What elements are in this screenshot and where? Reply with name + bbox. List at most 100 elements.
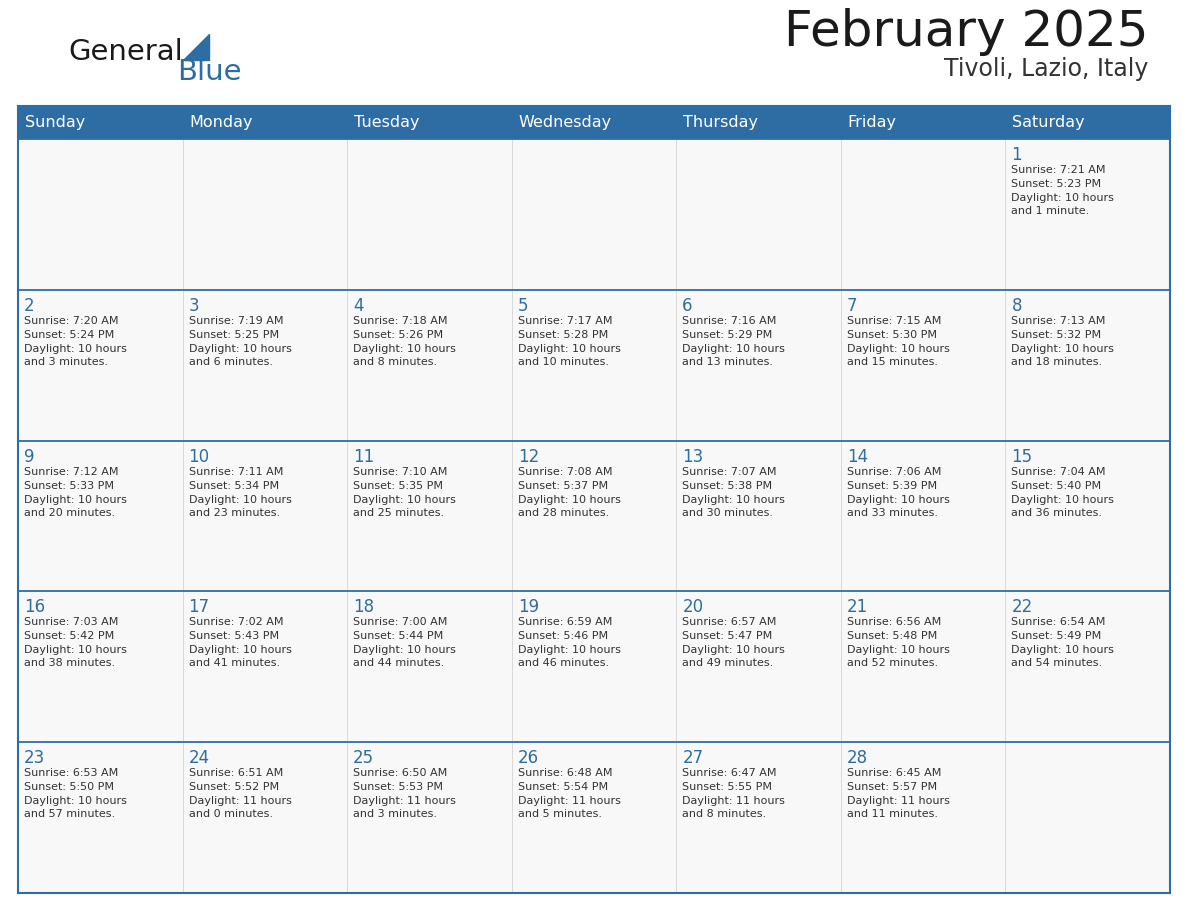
Text: Wednesday: Wednesday <box>519 115 612 130</box>
Text: Sunrise: 7:07 AM: Sunrise: 7:07 AM <box>682 466 777 476</box>
Text: Sunrise: 6:48 AM: Sunrise: 6:48 AM <box>518 768 612 778</box>
Text: and 38 minutes.: and 38 minutes. <box>24 658 115 668</box>
Text: 14: 14 <box>847 448 868 465</box>
Text: 3: 3 <box>189 297 200 315</box>
Text: Sunset: 5:33 PM: Sunset: 5:33 PM <box>24 481 114 490</box>
Bar <box>1005 591 1170 742</box>
Text: 10: 10 <box>189 448 210 465</box>
Text: Sunset: 5:53 PM: Sunset: 5:53 PM <box>353 782 443 792</box>
Text: Sunset: 5:38 PM: Sunset: 5:38 PM <box>682 481 772 490</box>
Text: Sunset: 5:40 PM: Sunset: 5:40 PM <box>1011 481 1101 490</box>
Text: and 20 minutes.: and 20 minutes. <box>24 508 115 518</box>
Polygon shape <box>183 34 209 60</box>
Text: and 30 minutes.: and 30 minutes. <box>682 508 773 518</box>
Bar <box>841 290 1005 441</box>
Text: Daylight: 10 hours: Daylight: 10 hours <box>1011 645 1114 655</box>
Text: Sunset: 5:47 PM: Sunset: 5:47 PM <box>682 632 772 642</box>
Bar <box>183 139 347 290</box>
Text: Sunset: 5:25 PM: Sunset: 5:25 PM <box>189 330 279 340</box>
Bar <box>512 290 676 441</box>
Text: 9: 9 <box>24 448 34 465</box>
Text: and 44 minutes.: and 44 minutes. <box>353 658 444 668</box>
Text: 23: 23 <box>24 749 45 767</box>
Bar <box>1005 290 1170 441</box>
Bar <box>18 441 183 591</box>
Text: 12: 12 <box>518 448 539 465</box>
Text: Daylight: 11 hours: Daylight: 11 hours <box>353 796 456 806</box>
Text: Sunrise: 6:51 AM: Sunrise: 6:51 AM <box>189 768 283 778</box>
Bar <box>512 441 676 591</box>
Text: Sunrise: 7:18 AM: Sunrise: 7:18 AM <box>353 316 448 326</box>
Bar <box>183 290 347 441</box>
Text: Sunrise: 6:53 AM: Sunrise: 6:53 AM <box>24 768 119 778</box>
Text: Sunset: 5:39 PM: Sunset: 5:39 PM <box>847 481 937 490</box>
Text: 28: 28 <box>847 749 868 767</box>
Text: and 18 minutes.: and 18 minutes. <box>1011 357 1102 367</box>
Text: 17: 17 <box>189 599 210 616</box>
Text: 16: 16 <box>24 599 45 616</box>
Text: Daylight: 10 hours: Daylight: 10 hours <box>518 495 620 505</box>
Text: Sunset: 5:50 PM: Sunset: 5:50 PM <box>24 782 114 792</box>
Text: 19: 19 <box>518 599 539 616</box>
Bar <box>183 591 347 742</box>
Text: Daylight: 10 hours: Daylight: 10 hours <box>24 495 127 505</box>
Text: 7: 7 <box>847 297 858 315</box>
Bar <box>841 441 1005 591</box>
Text: and 10 minutes.: and 10 minutes. <box>518 357 608 367</box>
Text: Sunrise: 7:06 AM: Sunrise: 7:06 AM <box>847 466 941 476</box>
Text: Sunset: 5:57 PM: Sunset: 5:57 PM <box>847 782 937 792</box>
Text: Sunrise: 7:02 AM: Sunrise: 7:02 AM <box>189 618 283 627</box>
Text: Daylight: 10 hours: Daylight: 10 hours <box>353 645 456 655</box>
Text: and 57 minutes.: and 57 minutes. <box>24 809 115 819</box>
Text: General: General <box>68 38 183 66</box>
Text: Sunrise: 6:57 AM: Sunrise: 6:57 AM <box>682 618 777 627</box>
Text: February 2025: February 2025 <box>784 8 1148 56</box>
Text: Sunrise: 7:15 AM: Sunrise: 7:15 AM <box>847 316 941 326</box>
Text: Sunset: 5:28 PM: Sunset: 5:28 PM <box>518 330 608 340</box>
Text: 5: 5 <box>518 297 529 315</box>
Bar <box>1005 139 1170 290</box>
Text: and 0 minutes.: and 0 minutes. <box>189 809 272 819</box>
Text: Sunset: 5:42 PM: Sunset: 5:42 PM <box>24 632 114 642</box>
Text: 2: 2 <box>24 297 34 315</box>
Text: Sunset: 5:55 PM: Sunset: 5:55 PM <box>682 782 772 792</box>
Text: Sunrise: 6:59 AM: Sunrise: 6:59 AM <box>518 618 612 627</box>
Text: Daylight: 10 hours: Daylight: 10 hours <box>682 645 785 655</box>
Text: Sunset: 5:44 PM: Sunset: 5:44 PM <box>353 632 443 642</box>
Text: 25: 25 <box>353 749 374 767</box>
Text: Daylight: 10 hours: Daylight: 10 hours <box>24 645 127 655</box>
Bar <box>347 139 512 290</box>
Text: Sunrise: 7:21 AM: Sunrise: 7:21 AM <box>1011 165 1106 175</box>
Bar <box>347 591 512 742</box>
Bar <box>347 290 512 441</box>
Text: Daylight: 11 hours: Daylight: 11 hours <box>518 796 620 806</box>
Text: Tuesday: Tuesday <box>354 115 419 130</box>
Text: Sunset: 5:23 PM: Sunset: 5:23 PM <box>1011 179 1101 189</box>
Text: 21: 21 <box>847 599 868 616</box>
Bar <box>512 139 676 290</box>
Text: and 5 minutes.: and 5 minutes. <box>518 809 601 819</box>
Text: and 8 minutes.: and 8 minutes. <box>353 357 437 367</box>
Text: 13: 13 <box>682 448 703 465</box>
Text: 26: 26 <box>518 749 539 767</box>
Bar <box>18 139 183 290</box>
Text: and 3 minutes.: and 3 minutes. <box>353 809 437 819</box>
Text: Sunset: 5:30 PM: Sunset: 5:30 PM <box>847 330 937 340</box>
Text: Daylight: 10 hours: Daylight: 10 hours <box>518 344 620 353</box>
Text: and 3 minutes.: and 3 minutes. <box>24 357 108 367</box>
Bar <box>841 139 1005 290</box>
Text: Saturday: Saturday <box>1012 115 1085 130</box>
Text: Sunset: 5:48 PM: Sunset: 5:48 PM <box>847 632 937 642</box>
Text: 24: 24 <box>189 749 210 767</box>
Text: Sunrise: 7:17 AM: Sunrise: 7:17 AM <box>518 316 612 326</box>
Text: Daylight: 10 hours: Daylight: 10 hours <box>847 645 949 655</box>
Text: 15: 15 <box>1011 448 1032 465</box>
Text: Daylight: 10 hours: Daylight: 10 hours <box>1011 495 1114 505</box>
Text: and 49 minutes.: and 49 minutes. <box>682 658 773 668</box>
Bar <box>18 742 183 893</box>
Text: and 36 minutes.: and 36 minutes. <box>1011 508 1102 518</box>
Text: Sunday: Sunday <box>25 115 86 130</box>
Text: and 15 minutes.: and 15 minutes. <box>847 357 937 367</box>
Bar <box>18 106 1170 139</box>
Text: and 13 minutes.: and 13 minutes. <box>682 357 773 367</box>
